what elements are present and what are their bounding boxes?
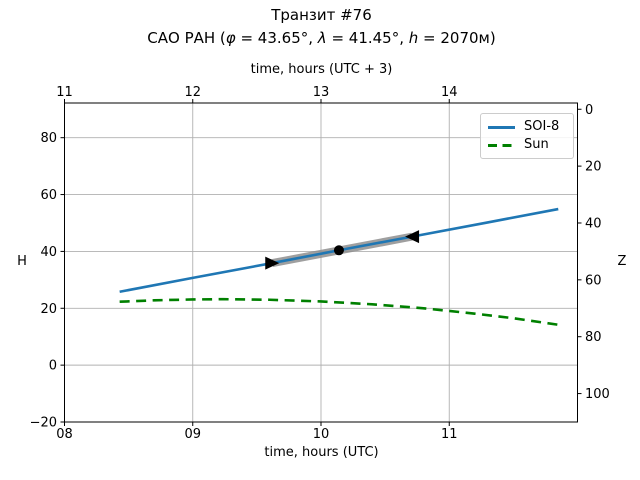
y-tick-label-right: 80 (585, 330, 602, 345)
lambda-value: = 41.45°, (326, 29, 409, 47)
lambda-symbol: λ (317, 29, 327, 47)
legend-line-sample-soi8 (488, 125, 515, 129)
legend-item-sun: Sun (488, 137, 566, 153)
y-axis-label-left: H (17, 254, 27, 269)
chart-title-line2: САО РАН (φ = 43.65°, λ = 41.45°, h = 207… (1, 29, 640, 47)
h-value: = 2070м) (418, 29, 496, 47)
y-tick-label-left: 0 (49, 359, 57, 374)
x-tick-label-bottom: 10 (313, 427, 330, 442)
x-tick-label-top: 14 (441, 85, 458, 100)
y-tick-label-left: 60 (40, 188, 57, 203)
y-tick-label-right: 40 (585, 216, 602, 231)
legend: SOI-8 Sun (480, 113, 574, 159)
y-tick-label-right: 20 (585, 160, 602, 175)
chart-title-line1: Транзит #76 (271, 6, 372, 24)
y-tick-label-left: −20 (30, 416, 57, 431)
x-tick-label-top: 13 (313, 85, 330, 100)
sun-line (119, 297, 559, 327)
legend-item-soi8: SOI-8 (488, 119, 566, 135)
x-tick-label-top: 11 (56, 85, 73, 100)
phi-value: = 43.65°, (235, 29, 318, 47)
transit-end-marker (405, 230, 420, 244)
y-tick-label-right: 0 (585, 103, 593, 118)
y-axis-label-right: Z (617, 254, 627, 269)
transit-start-marker (265, 256, 280, 270)
phi-symbol: φ (225, 29, 236, 47)
y-tick-label-right: 60 (585, 273, 602, 288)
y-tick-label-left: 80 (40, 131, 57, 146)
legend-line-sample-sun (488, 143, 515, 147)
x-tick-label-bottom: 09 (184, 427, 201, 442)
x-tick-label-bottom: 08 (56, 427, 73, 442)
legend-label-sun: Sun (524, 137, 549, 152)
legend-label-soi8: SOI-8 (524, 119, 560, 134)
title-observatory: САО РАН ( (147, 29, 226, 47)
transit-middle-marker (333, 245, 344, 256)
x-axis-label-top: time, hours (UTC + 3) (250, 62, 393, 77)
x-tick-label-top: 12 (184, 85, 201, 100)
y-tick-label-right: 100 (585, 387, 610, 402)
x-axis-label-bottom: time, hours (UTC) (264, 445, 379, 460)
x-tick-label-bottom: 11 (441, 427, 458, 442)
y-tick-label-left: 40 (40, 245, 57, 260)
h-symbol: h (408, 29, 419, 47)
y-tick-label-left: 20 (40, 302, 57, 317)
